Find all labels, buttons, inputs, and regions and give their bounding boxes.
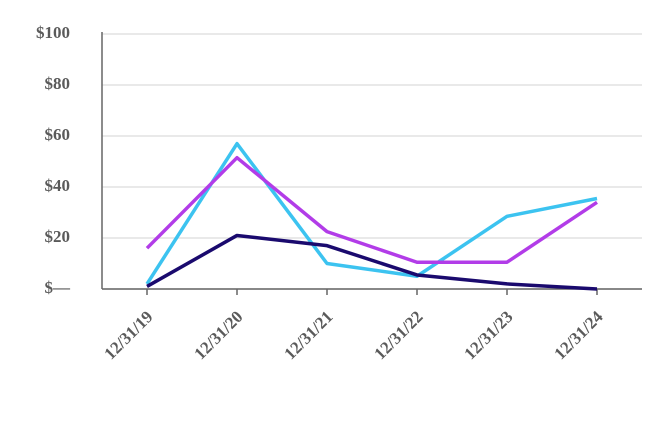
y-tick-label: $80 [45, 74, 71, 93]
x-tick-label: 12/31/21 [280, 307, 336, 363]
y-tick-label: $20 [45, 227, 71, 246]
line-series [145, 155, 598, 264]
y-tick-label: $100 [36, 23, 70, 42]
line-series [145, 141, 598, 285]
x-tick-label: 12/31/19 [100, 307, 156, 363]
y-tick-label: $— [45, 278, 72, 297]
x-tick-label: 12/31/24 [550, 307, 607, 364]
x-tick-label: 12/31/22 [370, 307, 426, 363]
y-tick-label: $40 [45, 176, 71, 195]
y-tick-label: $60 [45, 125, 71, 144]
line-series [146, 233, 598, 291]
x-tick-label: 12/31/20 [190, 307, 246, 363]
x-tick-label: 12/31/23 [460, 307, 516, 363]
